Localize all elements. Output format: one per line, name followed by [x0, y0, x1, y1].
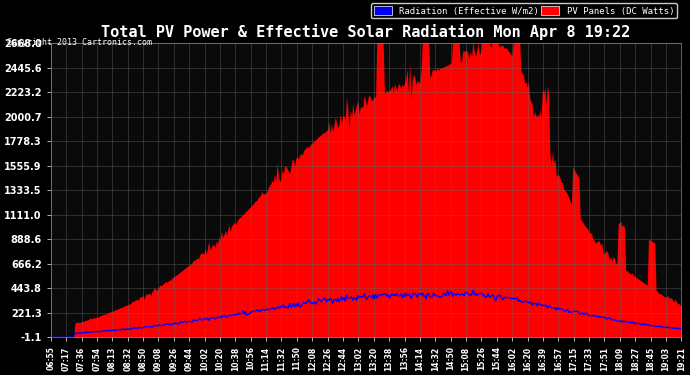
Text: Copyright 2013 Cartronics.com: Copyright 2013 Cartronics.com [7, 38, 152, 47]
Title: Total PV Power & Effective Solar Radiation Mon Apr 8 19:22: Total PV Power & Effective Solar Radiati… [101, 24, 631, 40]
Legend: Radiation (Effective W/m2), PV Panels (DC Watts): Radiation (Effective W/m2), PV Panels (D… [371, 3, 677, 18]
